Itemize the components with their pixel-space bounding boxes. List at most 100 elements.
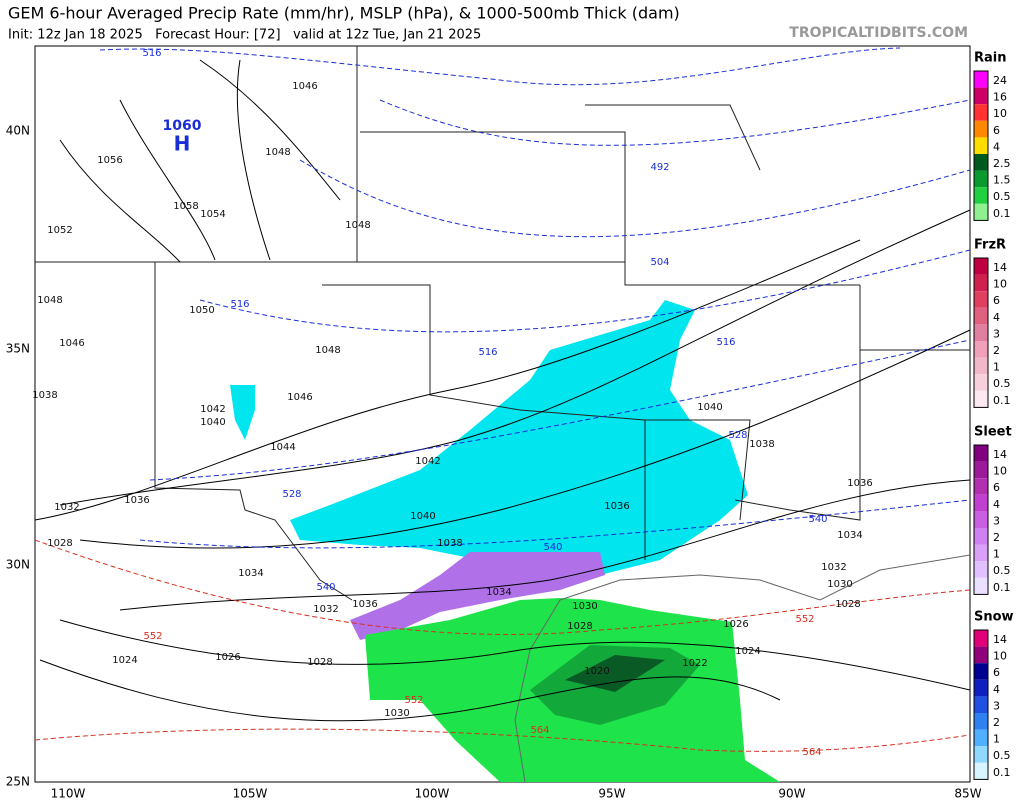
high-marker: H	[174, 132, 191, 156]
thickness-label: 516	[716, 337, 735, 348]
legend-title: FrzR	[974, 238, 1006, 253]
heavy-rain-core	[565, 655, 665, 692]
legend-label: 2	[993, 531, 1000, 544]
legend-swatch	[974, 528, 988, 545]
legend-label: 1.5	[993, 174, 1011, 187]
isobar-label: 1032	[313, 604, 338, 615]
isobar-label: 1020	[584, 666, 609, 677]
legend-label: 10	[993, 465, 1007, 478]
legend-label: 6	[993, 481, 1000, 494]
isobar-label: 1028	[835, 599, 860, 610]
isobar-label: 1048	[315, 345, 340, 356]
isobar-label: 1036	[352, 599, 377, 610]
legend-swatch	[974, 357, 988, 375]
legend: Rain241610642.51.50.50.1FrzR1410643210.5…	[973, 51, 1014, 780]
legend-label: 6	[993, 294, 1000, 307]
legend-label: 3	[993, 514, 1000, 527]
isobar-label: 1030	[827, 579, 852, 590]
legend-label: 6	[993, 124, 1000, 137]
legend-bar-frame	[973, 444, 989, 595]
lon-label: 90W	[778, 787, 805, 801]
thickness-label: 540	[808, 514, 827, 525]
isobar-label: 1048	[345, 220, 370, 231]
isobar-label: 1046	[292, 81, 317, 92]
legend-swatch	[974, 258, 988, 275]
subtitle: Init: 12z Jan 18 2025 Forecast Hour: [72…	[8, 28, 481, 43]
isobar-label: 1050	[189, 305, 214, 316]
isobar-label: 1048	[265, 147, 290, 158]
legend-label: 2.5	[993, 157, 1011, 170]
legend-swatch	[974, 478, 988, 495]
legend-swatch	[974, 137, 988, 154]
legend-label: 2	[993, 344, 1000, 357]
legend-swatch	[974, 170, 988, 188]
coastline	[514, 554, 971, 783]
legend-swatch	[974, 461, 988, 479]
legend-title: Snow	[974, 610, 1014, 625]
isobar-label: 1034	[486, 587, 511, 598]
legend-swatch	[974, 154, 988, 171]
isobar-label: 1052	[47, 225, 72, 236]
legend-swatch	[974, 324, 988, 341]
legend-swatch	[974, 696, 988, 713]
legend-swatch	[974, 374, 988, 391]
site-credit: TROPICALTIDBITS.COM	[789, 25, 968, 41]
legend-label: 4	[993, 683, 1000, 696]
legend-label: 0.5	[993, 190, 1011, 203]
map-labels: 40N 35N 30N 25N 110W 105W 100W 95W 90W 85W 1046 104…	[6, 48, 982, 801]
isobar-label: 1054	[200, 209, 225, 220]
isobar-label: 1038	[749, 439, 774, 450]
legend-bar-frame	[973, 70, 989, 221]
thickness-label: 504	[650, 257, 669, 268]
isobar-label: 1028	[567, 621, 592, 632]
title: GEM 6-hour Averaged Precip Rate (mm/hr),…	[8, 4, 680, 23]
isobar-label: 1040	[697, 402, 722, 413]
legend-label: 1	[993, 361, 1000, 374]
legend-label: 14	[993, 261, 1007, 274]
legend-swatch	[974, 341, 988, 358]
legend-label: 0.5	[993, 749, 1011, 762]
isobar-label: 1028	[307, 657, 332, 668]
legend-label: 10	[993, 650, 1007, 663]
lat-label: 25N	[6, 775, 30, 789]
isobar-label: 1032	[821, 562, 846, 573]
legend-swatch	[974, 291, 988, 308]
legend-label: 6	[993, 666, 1000, 679]
isobar-label: 1038	[437, 538, 462, 549]
legend-swatch	[974, 274, 988, 292]
legend-label: 2	[993, 716, 1000, 729]
isobar-label: 1032	[54, 502, 79, 513]
lon-label: 105W	[233, 787, 268, 801]
legend-label: 1	[993, 548, 1000, 561]
legend-swatch	[974, 713, 988, 730]
legend-swatch	[974, 561, 988, 578]
legend-swatch	[974, 187, 988, 204]
thickness-label: 552	[404, 695, 423, 706]
isobar-label: 1034	[837, 530, 862, 541]
legend-bar-frame	[973, 629, 989, 780]
lat-label: 30N	[6, 558, 30, 572]
thickness-label: 516	[478, 347, 497, 358]
legend-label: 4	[993, 498, 1000, 511]
isobar-label: 1040	[410, 511, 435, 522]
legend-swatch	[974, 746, 988, 763]
isobar-label: 1040	[200, 417, 225, 428]
lat-label: 35N	[6, 342, 30, 356]
legend-swatch	[974, 762, 988, 780]
state-borders	[35, 46, 970, 601]
legend-swatch	[974, 511, 988, 528]
legend-label: 14	[993, 448, 1007, 461]
legend-label: 0.1	[993, 394, 1011, 407]
isobar-label: 1024	[735, 646, 760, 657]
isobar-label: 1048	[37, 295, 62, 306]
legend-label: 0.5	[993, 564, 1011, 577]
legend-label: 1	[993, 733, 1000, 746]
isobars	[34, 59, 971, 722]
isobar-label: 1046	[287, 392, 312, 403]
legend-swatch	[974, 445, 988, 462]
legend-swatch	[974, 87, 988, 105]
legend-swatch	[974, 729, 988, 747]
isobar-label: 1030	[384, 708, 409, 719]
